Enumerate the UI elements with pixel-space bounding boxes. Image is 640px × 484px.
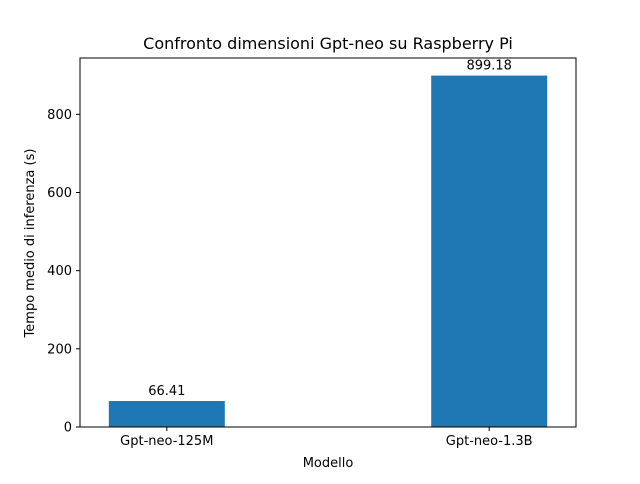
x-tick-label: Gpt-neo-125M <box>120 434 213 449</box>
data-labels-group: 66.41 899.18 <box>148 59 512 399</box>
bar-gpt-neo-1-3b <box>431 75 548 427</box>
bars-group <box>108 75 548 427</box>
y-tick-label: 200 <box>47 342 72 357</box>
y-tick-label: 400 <box>47 264 72 279</box>
y-tick-label: 600 <box>47 186 72 201</box>
plot-frame <box>79 57 577 428</box>
x-tick-label: Gpt-neo-1.3B <box>446 434 533 449</box>
data-label: 66.41 <box>148 384 185 399</box>
x-axis: Gpt-neo-125M Gpt-neo-1.3B <box>120 427 533 449</box>
x-axis-label: Modello <box>303 456 354 471</box>
bar-gpt-neo-125m <box>108 401 225 427</box>
y-tick-label: 800 <box>47 108 72 123</box>
y-axis-label: Tempo medio di inferenza (s) <box>23 149 38 339</box>
chart-title: Confronto dimensioni Gpt-neo su Raspberr… <box>143 34 513 53</box>
y-axis: 0 200 400 600 800 <box>47 108 80 436</box>
y-tick-label: 0 <box>64 421 72 436</box>
data-label: 899.18 <box>466 59 512 74</box>
